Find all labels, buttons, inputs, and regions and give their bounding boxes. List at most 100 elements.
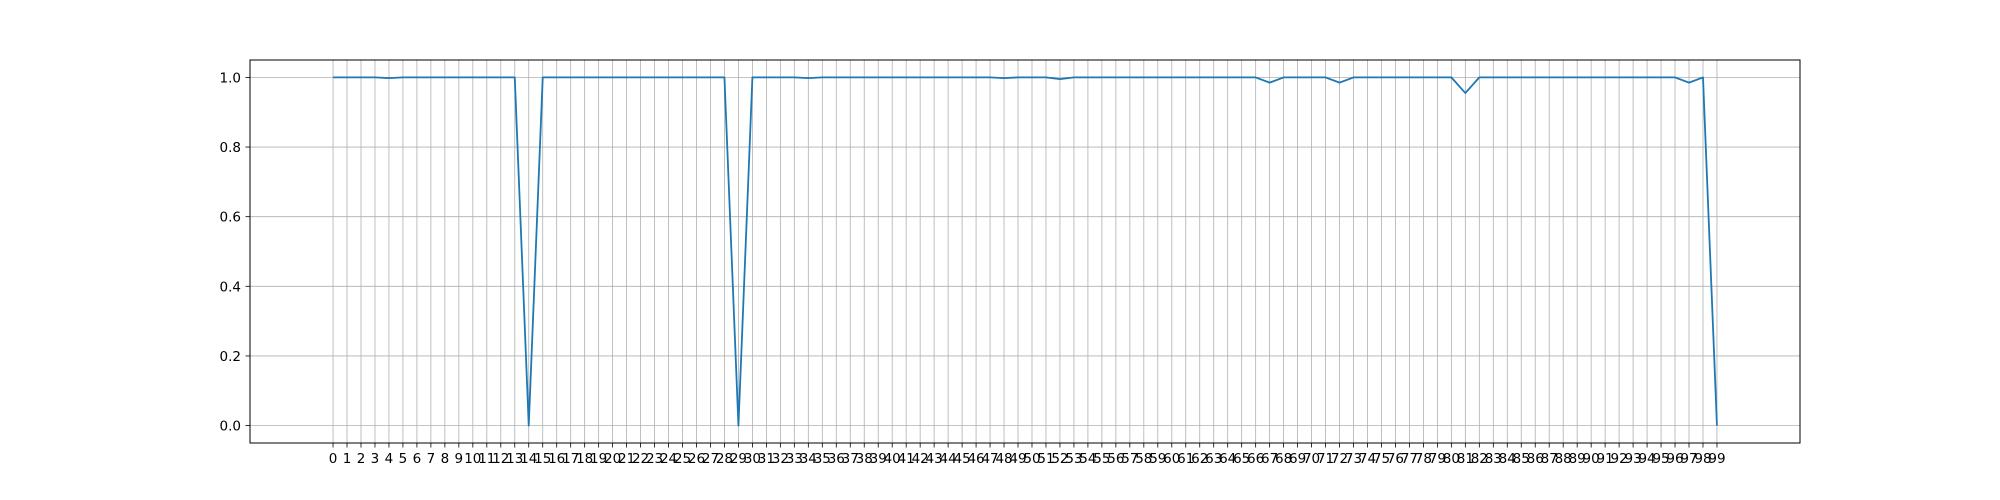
x-tick-label: 35 [814, 451, 831, 467]
x-tick-label: 9 [455, 451, 464, 467]
series-layer [333, 76, 1718, 427]
x-tick-label: 15 [534, 451, 551, 467]
x-tick-label: 95 [1652, 451, 1669, 467]
x-tick-label: 44 [940, 451, 957, 467]
x-tick-label: 33 [786, 451, 803, 467]
x-tick-label: 10 [464, 451, 481, 467]
x-tick-label: 69 [1289, 451, 1306, 467]
x-tick-label: 93 [1624, 451, 1641, 467]
x-tick-label: 45 [954, 451, 971, 467]
x-tick-label: 46 [967, 451, 984, 467]
x-tick-label: 26 [688, 451, 705, 467]
x-tick-label: 63 [1205, 451, 1222, 467]
x-tick-label: 21 [618, 451, 635, 467]
x-tick-label: 60 [1163, 451, 1180, 467]
x-tick-label: 0 [329, 451, 338, 467]
x-tick-label: 32 [772, 451, 789, 467]
x-tick-label: 27 [702, 451, 719, 467]
x-tick-label: 82 [1471, 451, 1488, 467]
x-tick-label: 75 [1373, 451, 1390, 467]
plot-frame [249, 59, 1801, 444]
x-tick-label: 38 [856, 451, 873, 467]
x-tick-label: 6 [413, 451, 422, 467]
x-tick-label: 57 [1121, 451, 1138, 467]
x-tick-label: 87 [1541, 451, 1558, 467]
y-tick-label: 0.6 [220, 210, 241, 226]
x-tick-label: 74 [1359, 451, 1376, 467]
x-tick-label: 83 [1485, 451, 1502, 467]
x-tick-label: 98 [1694, 451, 1711, 467]
x-tick-label: 92 [1611, 451, 1628, 467]
x-tick-label: 50 [1023, 451, 1040, 467]
x-tick-label: 39 [870, 451, 887, 467]
x-tick-label: 17 [562, 451, 579, 467]
x-tick-label: 77 [1401, 451, 1418, 467]
x-tick-label: 79 [1429, 451, 1446, 467]
x-tick-label: 20 [604, 451, 621, 467]
x-tick-label: 40 [884, 451, 901, 467]
x-tick-label: 67 [1261, 451, 1278, 467]
x-tick-label: 12 [492, 451, 509, 467]
x-tick-label: 24 [660, 451, 677, 467]
x-tick-label: 47 [981, 451, 998, 467]
x-tick-label: 86 [1527, 451, 1544, 467]
x-tick-label: 72 [1331, 451, 1348, 467]
y-tick-label: 0.8 [220, 140, 241, 156]
x-tick-label: 56 [1107, 451, 1124, 467]
x-tick-label: 3 [371, 451, 380, 467]
x-tick-label: 49 [1009, 451, 1026, 467]
x-tick-label: 2 [357, 451, 366, 467]
x-tick-label: 1 [343, 451, 352, 467]
x-tick-label: 54 [1079, 451, 1096, 467]
x-tick-label: 89 [1569, 451, 1586, 467]
y-tick-label: 0.4 [220, 279, 241, 295]
x-tick-label: 16 [548, 451, 565, 467]
x-tick-label: 90 [1583, 451, 1600, 467]
x-tick-label: 94 [1638, 451, 1655, 467]
x-tick-label: 28 [716, 451, 733, 467]
x-tick-label: 52 [1051, 451, 1068, 467]
grid-layer [250, 60, 1800, 443]
x-tick-label: 18 [576, 451, 593, 467]
x-tick-label: 29 [730, 451, 747, 467]
x-tick-label: 31 [758, 451, 775, 467]
x-tick-label: 96 [1666, 451, 1683, 467]
x-tick-label: 81 [1457, 451, 1474, 467]
x-tick-label: 4 [385, 451, 394, 467]
x-tick-label: 34 [800, 451, 817, 467]
x-tick-label: 61 [1177, 451, 1194, 467]
x-tick-label: 43 [926, 451, 943, 467]
x-tick-label: 48 [995, 451, 1012, 467]
x-tick-label: 65 [1233, 451, 1250, 467]
x-tick-label: 76 [1387, 451, 1404, 467]
x-tick-label: 80 [1443, 451, 1460, 467]
x-tick-label: 42 [912, 451, 929, 467]
x-tick-label: 73 [1345, 451, 1362, 467]
x-tick-label: 58 [1135, 451, 1152, 467]
y-tick-label: 1.0 [220, 70, 241, 86]
x-tick-label: 37 [842, 451, 859, 467]
x-tick-label: 66 [1247, 451, 1264, 467]
y-tick-label: 0.2 [220, 349, 241, 365]
x-tick-label: 41 [898, 451, 915, 467]
x-tick-label: 99 [1708, 451, 1725, 467]
x-tick-label: 55 [1093, 451, 1110, 467]
x-tick-label: 71 [1317, 451, 1334, 467]
x-tick-label: 91 [1597, 451, 1614, 467]
x-tick-label: 53 [1065, 451, 1082, 467]
x-axis: 0 1 2 3 4 5 6 7 8 9 101112131415161718192021222324… [329, 443, 1726, 467]
x-tick-label: 64 [1219, 451, 1236, 467]
x-tick-label: 8 [441, 451, 450, 467]
x-tick-label: 19 [590, 451, 607, 467]
x-tick-label: 84 [1499, 451, 1516, 467]
x-tick-label: 70 [1303, 451, 1320, 467]
x-tick-label: 7 [427, 451, 436, 467]
y-axis: 0.0 0.2 0.4 0.6 0.8 1.0 [220, 70, 250, 435]
x-tick-label: 13 [506, 451, 523, 467]
y-tick-label: 0.0 [220, 419, 241, 435]
x-tick-label: 23 [646, 451, 663, 467]
x-tick-label: 62 [1191, 451, 1208, 467]
x-tick-label: 11 [478, 451, 495, 467]
